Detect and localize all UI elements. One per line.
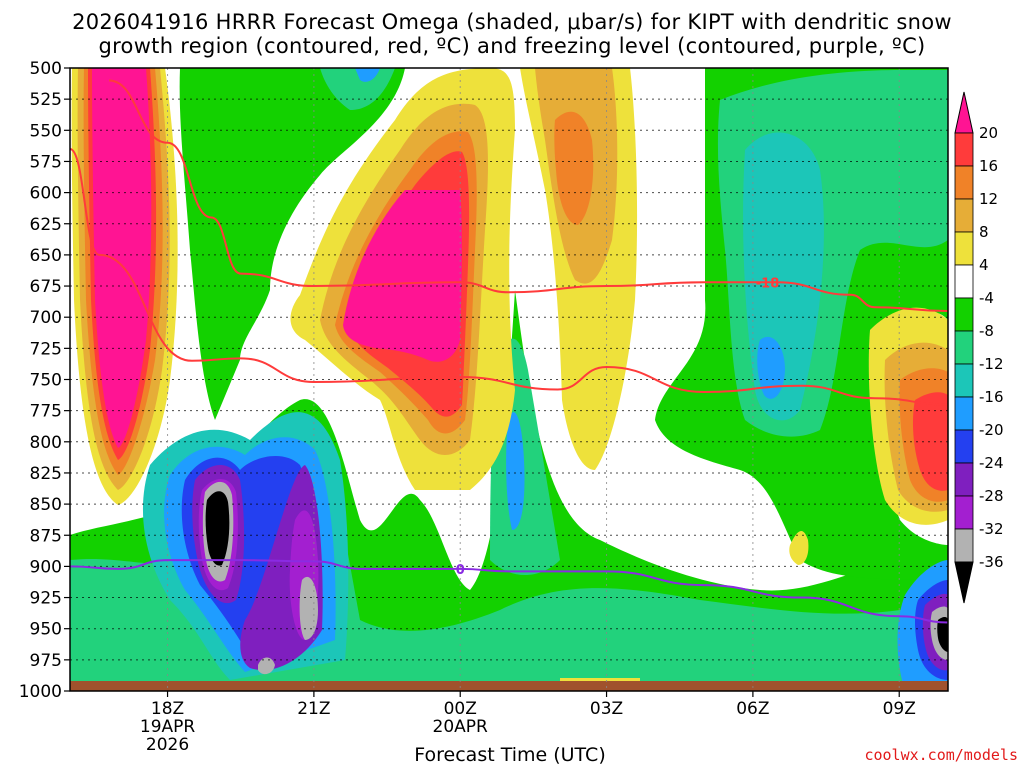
colorbar-label: -12 — [979, 355, 1004, 373]
x-tick-label: 06Z — [736, 699, 769, 719]
y-axis: 500 525 550 575 600 625 650 675 700 725 750 775 800 8… — [19, 59, 70, 702]
y-tick-label: 975 — [30, 651, 62, 671]
grid-lines — [70, 68, 948, 691]
colorbar-segment — [954, 132, 974, 167]
y-tick-label: 650 — [30, 246, 62, 266]
colorbar-segment — [954, 198, 974, 233]
contour-label: -18 — [756, 276, 780, 291]
chart-title-line1: 2026041916 HRRR Forecast Omega (shaded, … — [72, 10, 952, 34]
contour-line-2 — [108, 79, 948, 312]
y-tick-label: 850 — [30, 495, 62, 515]
colorbar-label: -20 — [979, 421, 1004, 439]
omega-shading: -18 0 — [70, 68, 948, 691]
colorbar-label: 16 — [979, 157, 998, 175]
omega-shade-orange-upper-mid — [554, 111, 594, 225]
omega-shade-blue-top — [355, 68, 380, 82]
colorbar-segment — [954, 495, 974, 530]
y-tick-label: 500 — [30, 59, 62, 79]
omega-shade-blue-right — [757, 336, 785, 399]
y-tick-label: 950 — [30, 620, 62, 640]
colorbar-label: -24 — [979, 454, 1004, 472]
colorbar-segment — [954, 363, 974, 398]
colorbar-label: -32 — [979, 520, 1004, 538]
contour-label: 0 — [456, 563, 465, 578]
x-tick-label: 09Z — [883, 699, 916, 719]
x-tick-year: 2026 — [146, 735, 189, 755]
omega-shade-magenta-center — [343, 190, 462, 362]
y-tick-label: 525 — [30, 90, 62, 110]
y-tick-label: 575 — [30, 152, 62, 172]
y-tick-label: 775 — [30, 402, 62, 422]
omega-shade-black-lowright — [937, 616, 948, 652]
colorbar-segment — [954, 231, 974, 266]
colorbar-arrow-bottom — [954, 561, 974, 604]
omega-shade-turquoise-top — [320, 68, 395, 110]
colorbar-segment — [954, 528, 974, 563]
y-tick-label: 925 — [30, 589, 62, 609]
y-tick-label: 725 — [30, 339, 62, 359]
x-tick-label: 21Z — [297, 699, 330, 719]
x-tick-label: 00Z — [444, 699, 477, 719]
colorbar-label: -4 — [979, 289, 994, 307]
colorbar-arrow-top — [954, 91, 974, 134]
x-axis-label: Forecast Time (UTC) — [414, 744, 606, 766]
x-tick-date: 19APR — [140, 717, 196, 737]
y-tick-label: 700 — [30, 308, 62, 328]
y-tick-label: 1000 — [19, 682, 62, 702]
omega-shade-blue-spike — [506, 412, 525, 530]
omega-shade-magenta-left — [92, 68, 152, 448]
y-tick-label: 550 — [30, 121, 62, 141]
y-tick-label: 750 — [30, 371, 62, 391]
y-tick-label: 900 — [30, 557, 62, 577]
omega-shade-gray-core — [202, 481, 318, 675]
omega-shade-yellow-ground — [560, 678, 640, 681]
y-tick-label: 675 — [30, 277, 62, 297]
colorbar-label: 8 — [979, 223, 989, 241]
omega-shade-green-upper — [179, 68, 405, 420]
x-tick-label: 18Z — [151, 699, 184, 719]
colorbar-label: 20 — [979, 124, 998, 142]
y-tick-label: 625 — [30, 215, 62, 235]
colorbar-segment — [954, 330, 974, 365]
colorbar-segment — [954, 429, 974, 464]
contour-line-1 — [70, 147, 948, 406]
colorbar-label: -28 — [979, 487, 1004, 505]
colorbar-label: 12 — [979, 190, 998, 208]
colorbar-segment — [954, 165, 974, 200]
y-tick-label: 600 — [30, 184, 62, 204]
contour-lines: -18 0 — [70, 79, 948, 624]
y-tick-label: 825 — [30, 464, 62, 484]
ground-strip — [70, 681, 948, 691]
colorbar-segment — [954, 297, 974, 332]
chart-title-line2: growth region (contoured, red, ºC) and f… — [98, 34, 926, 58]
omega-shade-red-right — [912, 392, 948, 491]
omega-shade-black-core — [205, 491, 230, 566]
colorbar-label: 4 — [979, 256, 989, 274]
colorbar-segment — [954, 396, 974, 431]
contour-line-3 — [70, 559, 948, 624]
colorbar-label: -8 — [979, 322, 994, 340]
colorbar: 20 16 12 8 4 -4 -8 -12 -16 -20 -24 -28 -32 -36 — [954, 91, 1004, 604]
y-tick-label: 800 — [30, 433, 62, 453]
x-tick-date: 20APR — [433, 717, 489, 737]
colorbar-label: -16 — [979, 388, 1004, 406]
colorbar-label: -36 — [979, 553, 1004, 571]
x-tick-label: 03Z — [590, 699, 623, 719]
colorbar-segment — [954, 462, 974, 497]
omega-shade-yellow-small — [789, 530, 809, 565]
colorbar-segment — [954, 264, 974, 299]
y-tick-label: 875 — [30, 526, 62, 546]
credit-text: coolwx.com/models — [864, 746, 1018, 764]
